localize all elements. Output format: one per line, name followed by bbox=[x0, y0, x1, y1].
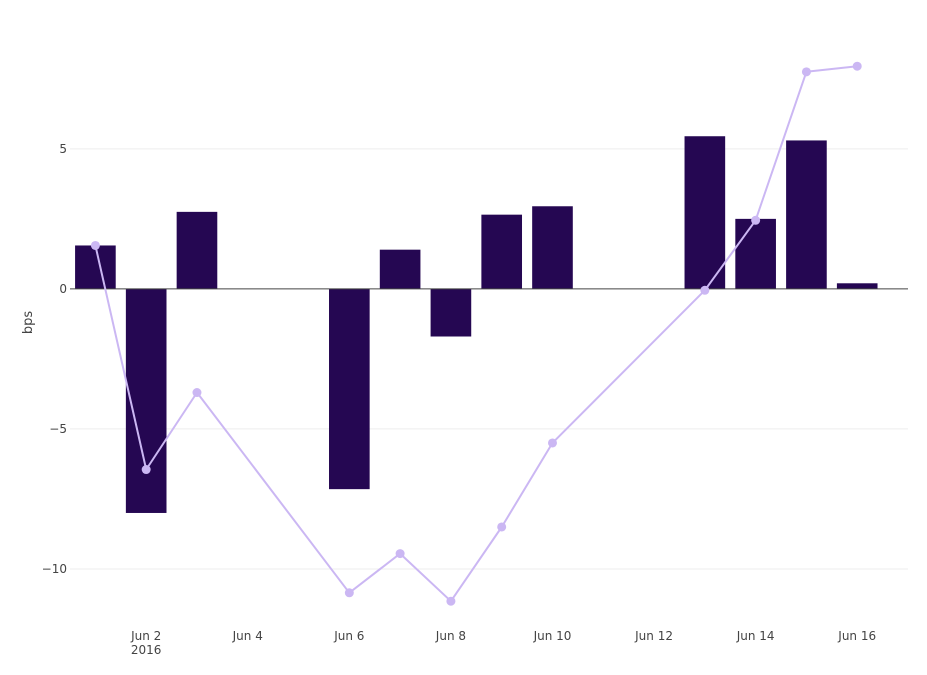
y-tick-label: −5 bbox=[49, 422, 67, 436]
line-marker bbox=[852, 61, 862, 71]
bar bbox=[735, 218, 776, 289]
y-axis-title: bps bbox=[21, 311, 36, 335]
x-tick-year-label: 2016 bbox=[131, 643, 162, 657]
bar-series bbox=[75, 136, 878, 513]
line-series bbox=[90, 61, 862, 606]
bar bbox=[329, 288, 370, 490]
y-tick-label: −10 bbox=[42, 562, 67, 576]
line-marker bbox=[395, 549, 405, 559]
x-tick-label: Jun 12 bbox=[634, 629, 673, 643]
gridlines bbox=[70, 148, 908, 570]
line-marker bbox=[700, 285, 710, 295]
line-marker bbox=[192, 388, 202, 398]
line-marker bbox=[446, 596, 456, 606]
line-marker bbox=[801, 67, 811, 77]
x-axis: Jun 2 Jun 4 Jun 6 Jun 8 Jun 10 Jun 12 Jun 14 Ju… bbox=[130, 629, 876, 657]
x-tick-label: Jun 14 bbox=[736, 629, 775, 643]
bar bbox=[379, 249, 421, 289]
x-tick-label: Jun 4 bbox=[232, 629, 263, 643]
y-axis: 5 0 −5 −10 bbox=[42, 142, 67, 576]
x-tick-label: Jun 10 bbox=[533, 629, 572, 643]
bar bbox=[176, 211, 218, 289]
x-tick-label: Jun 8 bbox=[435, 629, 466, 643]
bar bbox=[786, 140, 827, 289]
line-marker bbox=[344, 588, 354, 598]
bar bbox=[684, 136, 726, 289]
x-tick-label: Jun 6 bbox=[333, 629, 364, 643]
bar bbox=[481, 214, 523, 289]
bar bbox=[836, 283, 878, 289]
line-marker bbox=[547, 438, 557, 448]
bar bbox=[532, 206, 573, 289]
bar bbox=[75, 245, 116, 289]
line-marker bbox=[497, 522, 507, 532]
line-marker bbox=[90, 240, 100, 250]
line-marker bbox=[751, 215, 761, 225]
y-tick-label: 0 bbox=[59, 282, 67, 296]
y-tick-label: 5 bbox=[59, 142, 67, 156]
bar bbox=[430, 288, 472, 337]
line-path bbox=[94, 65, 858, 603]
x-tick-label: Jun 16 bbox=[837, 629, 876, 643]
line-marker bbox=[141, 465, 151, 475]
x-tick-label: Jun 2 bbox=[130, 629, 161, 643]
bar bbox=[125, 288, 167, 513]
